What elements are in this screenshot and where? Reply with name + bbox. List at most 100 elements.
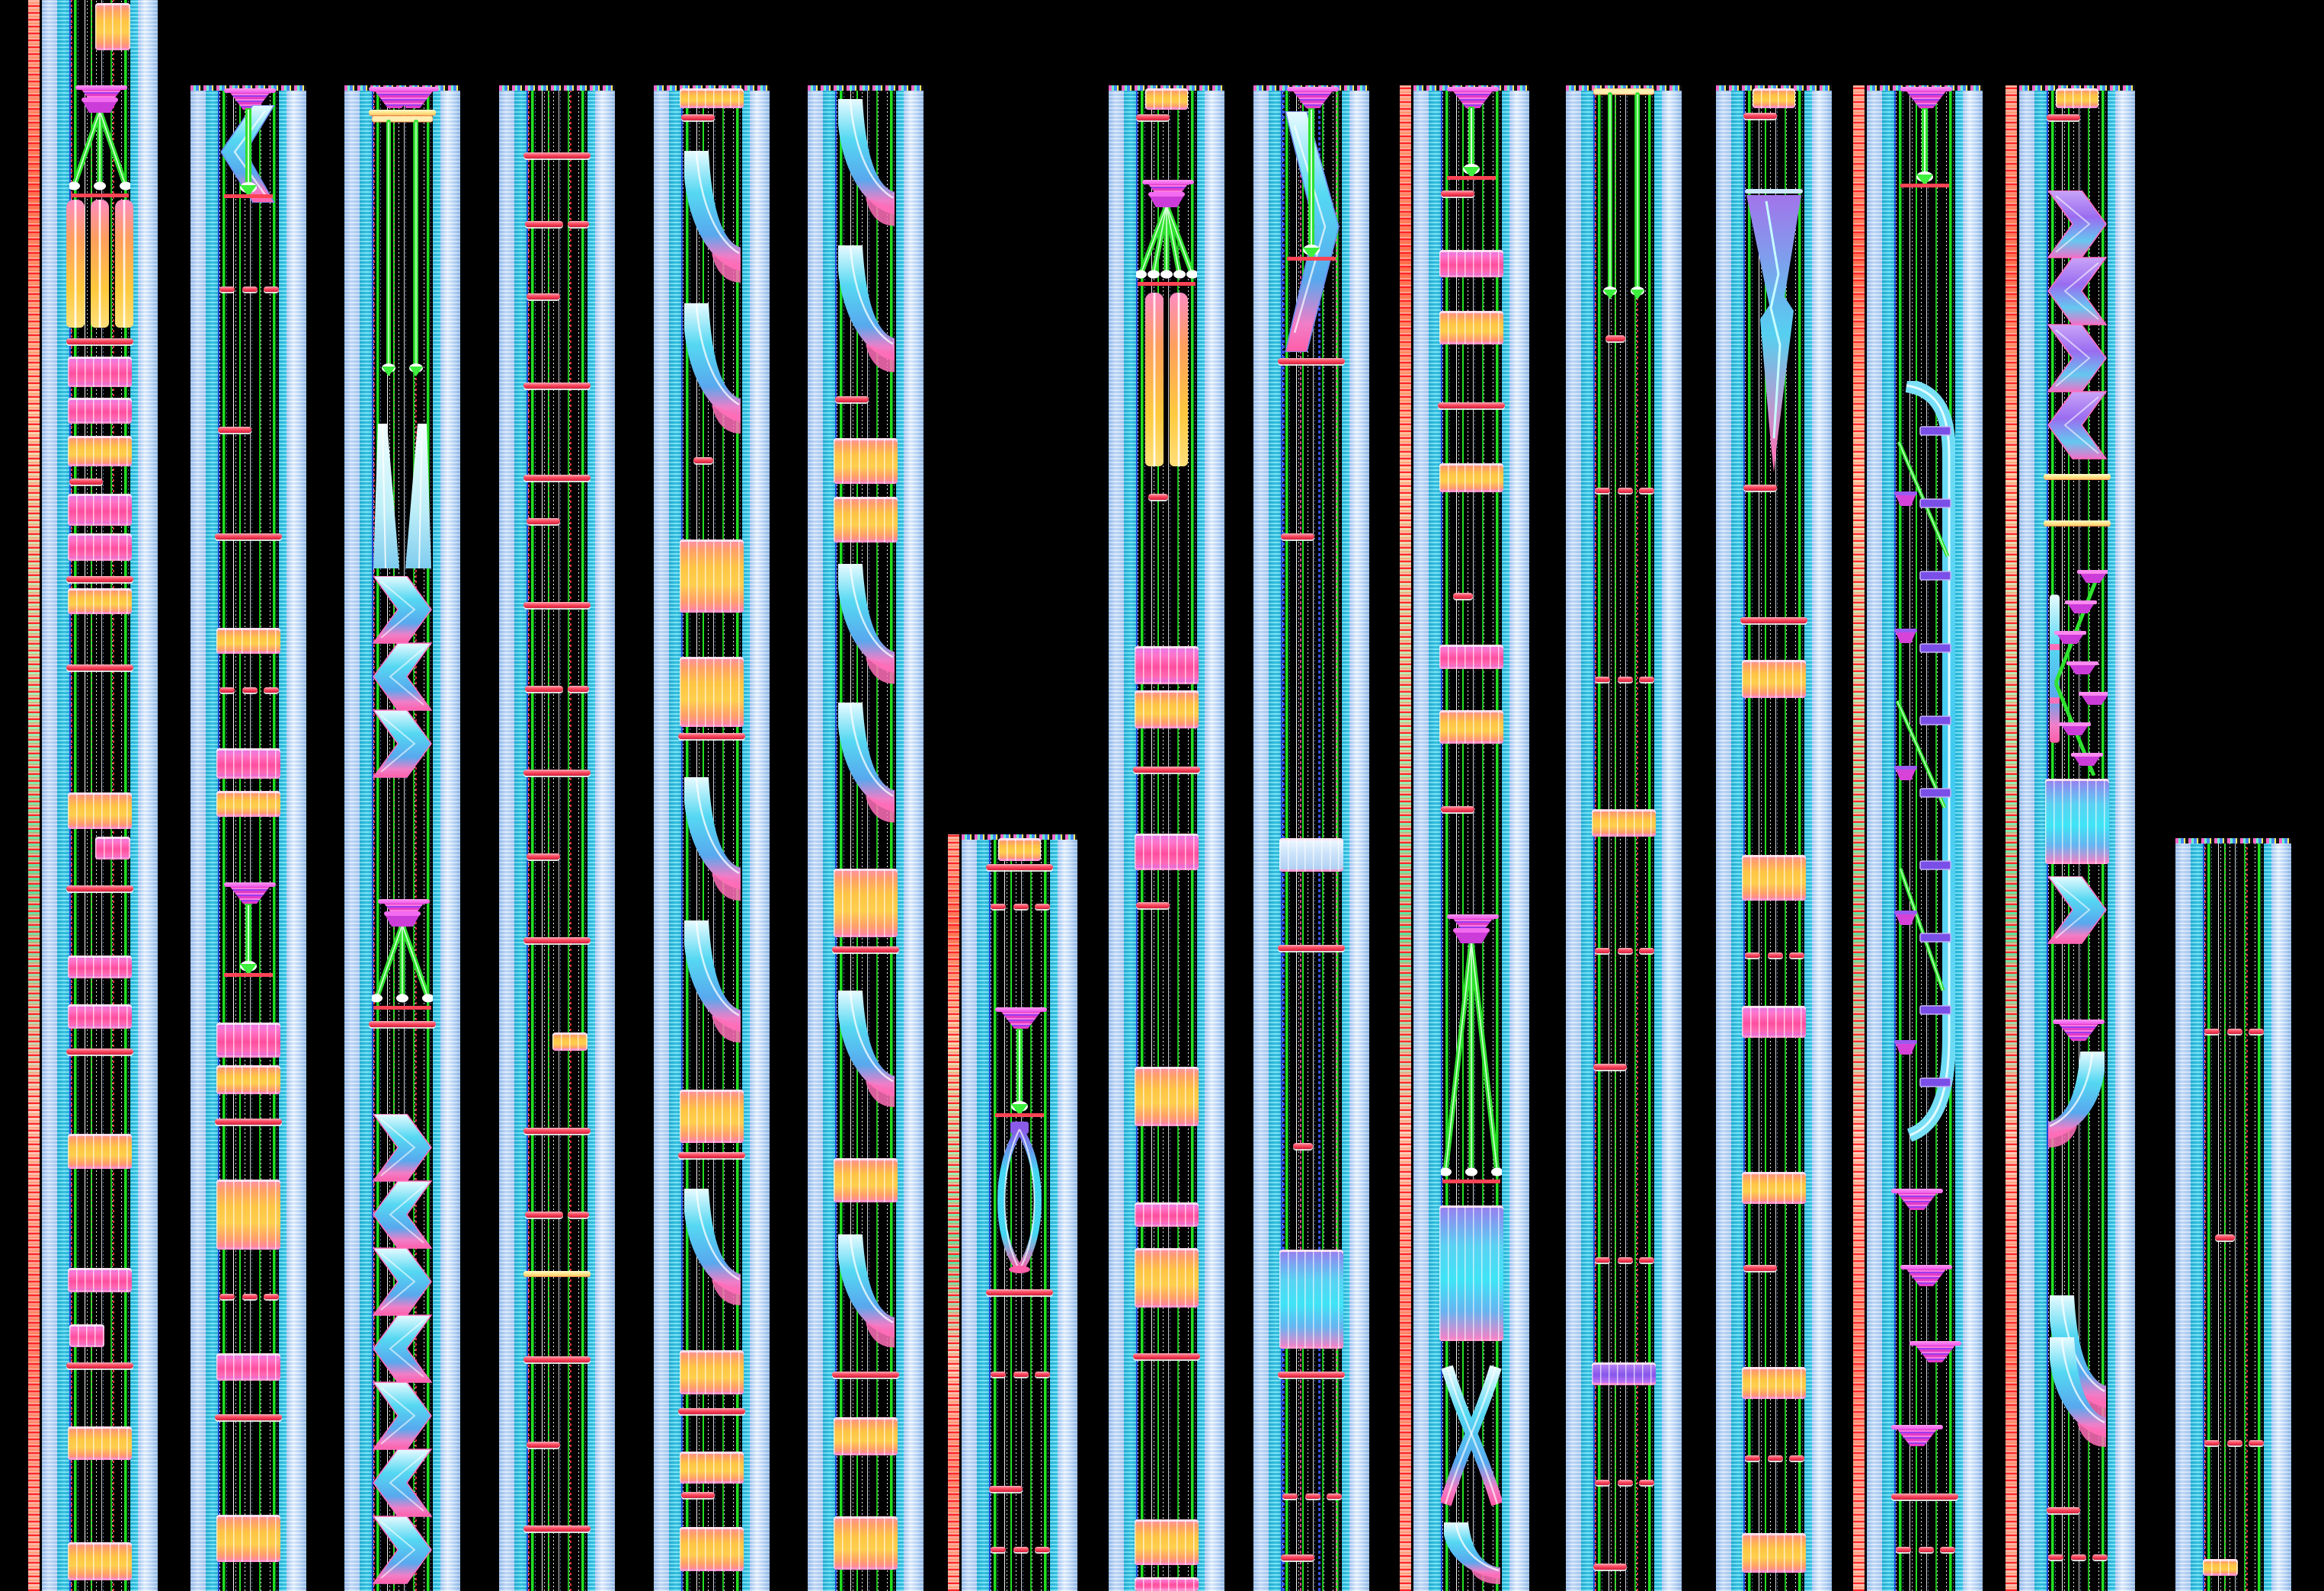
- edge-band-right: [595, 85, 615, 1591]
- glyph-flower-stairs: [2047, 570, 2108, 776]
- glyph-spiral-ladder: [1894, 381, 1955, 1143]
- glyph-curtain-column: [115, 200, 133, 328]
- edge-band-left: [1867, 85, 1882, 1591]
- glyph-block-lines: [1135, 690, 1199, 728]
- glyph-rule-pill: [1013, 1547, 1029, 1552]
- glyph-block-lines: [1135, 1248, 1199, 1308]
- edge-band-right: [1812, 85, 1832, 1591]
- edge-band-right: [440, 85, 460, 1591]
- glyph-cyan-swoosh: [835, 1234, 896, 1360]
- strip-00: [28, 0, 158, 1591]
- glyph-green-arrow-down: [218, 108, 279, 198]
- rail-band-left: [2191, 838, 2204, 1591]
- glyph-block-orange: [834, 438, 898, 484]
- glyph-rule-pill: [1595, 1480, 1610, 1485]
- glyph-rule-red: [1453, 593, 1473, 599]
- glyph-block-orange: [1145, 88, 1188, 110]
- edge-band-right: [1662, 85, 1682, 1591]
- rail-band-left: [823, 85, 837, 1591]
- strip-06: [948, 834, 1077, 1591]
- glyph-block-pink: [68, 357, 132, 387]
- glyph-rule-red: [66, 1362, 133, 1369]
- strip-interior: [2204, 838, 2264, 1591]
- glyph-block-pink: [68, 956, 132, 978]
- glyph-rule-red: [1293, 1143, 1313, 1149]
- edge-band-left: [190, 85, 206, 1591]
- glyph-block-lines: [216, 1023, 280, 1058]
- glyph-block-orange: [834, 1417, 898, 1455]
- glyph-rule-red: [1136, 902, 1170, 908]
- glyph-cyan-swoosh: [2047, 1052, 2108, 1158]
- glyph-rule-yellow: [2044, 474, 2111, 479]
- glyph-block-orange: [68, 1542, 132, 1580]
- glyph-ribbon-x: [1441, 1362, 1502, 1509]
- glyph-rule-red: [678, 1152, 745, 1158]
- glyph-block-orange: [1742, 1367, 1806, 1399]
- glyph-rule-red: [568, 221, 589, 227]
- glyph-flower-cap: [1287, 87, 1339, 108]
- glyph-block-orange: [1135, 690, 1199, 728]
- strip-top-cap-row: [1109, 85, 1224, 91]
- glyph-flower-cap: [1891, 1425, 1943, 1446]
- edge-band-left: [1413, 85, 1429, 1591]
- strip-14: [2175, 838, 2291, 1591]
- glyph-block-orange: [216, 1180, 280, 1250]
- glyph-block-lines: [1742, 1533, 1806, 1573]
- glyph-block-lines: [1135, 1067, 1199, 1126]
- glyph-rule-red: [527, 518, 560, 524]
- glyph-cap-trapezoid: [1897, 1193, 1937, 1210]
- glyph-green-arrow-down: [1281, 108, 1342, 261]
- strip-top-cap-row: [190, 85, 306, 91]
- edge-band-left: [808, 85, 823, 1591]
- glyph-rule-red: [986, 864, 1053, 870]
- glyph-rule-pill: [2204, 1440, 2220, 1445]
- glyph-block-orange: [68, 1426, 132, 1460]
- glyph-rule-red: [1743, 113, 1777, 119]
- glyph-cyan-swoosh: [2047, 1337, 2108, 1459]
- glyph-rule-pill: [2249, 1440, 2264, 1445]
- glyph-block-orange: [680, 88, 744, 108]
- strip-interior: [219, 85, 279, 1591]
- edge-band-left: [1253, 85, 1269, 1591]
- glyph-rule-pill: [1639, 1257, 1654, 1263]
- glyph-rule-pill: [1035, 1372, 1050, 1377]
- glyph-rule-red: [835, 396, 869, 402]
- glyph-cap-trapezoid: [1916, 1346, 1955, 1362]
- glyph-block-lines: [1439, 710, 1503, 744]
- glyph-block-lines: [834, 497, 898, 543]
- glyph-rule-red: [215, 533, 282, 539]
- glyph-ribbon-braid: [372, 1114, 433, 1586]
- rail-band-right: [2264, 838, 2271, 1591]
- glyph-block-orange: [834, 869, 898, 937]
- glyph-rule-yellow: [523, 1271, 591, 1276]
- glyph-block-orange: [1135, 1067, 1199, 1126]
- rail-band-right: [1654, 85, 1662, 1591]
- glyph-cap-bar: [1900, 87, 1952, 91]
- rail-band-right: [1502, 85, 1509, 1591]
- glyph-rule-red: [369, 1021, 436, 1027]
- edge-band-left: [2175, 838, 2191, 1591]
- glyph-block-lines: [1742, 1006, 1806, 1038]
- glyph-block-orange: [998, 838, 1041, 861]
- glyph-block-orange: [68, 792, 132, 829]
- glyph-block-lines: [680, 657, 744, 727]
- rail-band-left: [206, 85, 219, 1591]
- glyph-cap-trapezoid: [1293, 91, 1333, 108]
- strip-top-cap-row: [2175, 838, 2291, 844]
- glyph-rule-red: [66, 338, 133, 344]
- glyph-rule-red: [66, 576, 133, 582]
- glyph-cyan-swoosh: [1441, 1522, 1502, 1591]
- glyph-block-orange: [1742, 855, 1806, 901]
- glyph-block-lines: [68, 533, 132, 561]
- glyph-block-orange: [1135, 1519, 1199, 1565]
- glyph-block-lines: [1145, 88, 1188, 110]
- glyph-block-lines: [1135, 646, 1199, 684]
- glyph-rule-pill: [1789, 952, 1804, 958]
- strip-top-cap-row: [962, 834, 1077, 840]
- glyph-rule-red: [568, 1212, 589, 1218]
- interior-dotted-columns: [219, 85, 279, 1591]
- glyph-block-pink: [68, 398, 132, 424]
- interior-red-dots: [2204, 838, 2264, 1591]
- glyph-rule-red: [1441, 806, 1474, 812]
- glyph-block-lines: [68, 1426, 132, 1460]
